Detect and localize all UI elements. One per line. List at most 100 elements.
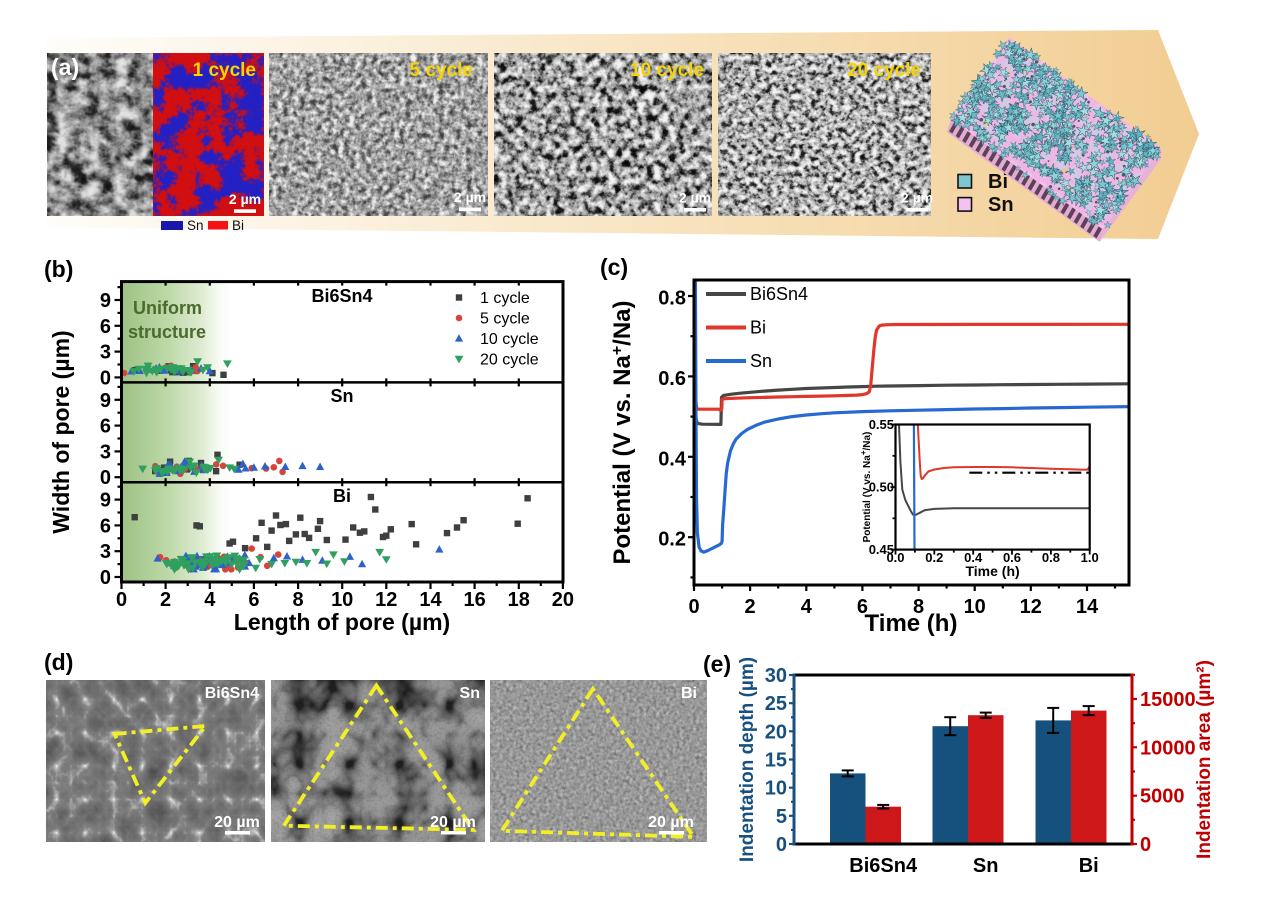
svg-text:10 cycle: 10 cycle	[630, 60, 704, 81]
svg-text:Bi6Sn4: Bi6Sn4	[849, 855, 918, 877]
svg-text:12: 12	[375, 589, 397, 611]
svg-text:2: 2	[160, 589, 171, 611]
svg-text:2 µm: 2 µm	[454, 189, 486, 205]
svg-text:0: 0	[688, 596, 699, 618]
svg-text:4: 4	[801, 596, 813, 618]
svg-text:0: 0	[776, 834, 787, 856]
svg-text:20: 20	[552, 589, 574, 611]
svg-text:0: 0	[100, 367, 111, 389]
svg-text:2: 2	[745, 596, 756, 618]
svg-text:0.8: 0.8	[658, 288, 686, 310]
svg-text:18: 18	[508, 589, 530, 611]
svg-text:0.45: 0.45	[869, 542, 894, 557]
svg-text:2 µm: 2 µm	[229, 191, 261, 207]
svg-text:25: 25	[765, 693, 787, 715]
svg-text:Length of pore (µm): Length of pore (µm)	[234, 609, 450, 635]
svg-text:1 cycle: 1 cycle	[480, 290, 530, 307]
svg-text:14: 14	[419, 589, 442, 611]
svg-text:Sn: Sn	[330, 386, 353, 406]
svg-text:(c): (c)	[600, 254, 628, 280]
svg-text:Bi: Bi	[988, 171, 1008, 193]
svg-text:Sn: Sn	[460, 685, 480, 702]
svg-text:0.55: 0.55	[869, 417, 894, 432]
svg-text:8: 8	[293, 589, 304, 611]
svg-text:0.2: 0.2	[658, 529, 686, 551]
svg-text:15000: 15000	[1140, 689, 1196, 711]
svg-text:6: 6	[100, 316, 111, 338]
svg-text:(d): (d)	[44, 649, 73, 675]
svg-text:6: 6	[100, 515, 111, 537]
svg-text:20: 20	[765, 721, 787, 743]
svg-text:2 µm: 2 µm	[679, 190, 711, 206]
svg-text:0.4: 0.4	[658, 448, 687, 470]
svg-text:Time (h): Time (h)	[865, 610, 958, 637]
svg-text:15: 15	[765, 750, 787, 772]
svg-text:Bi6Sn4: Bi6Sn4	[205, 685, 259, 702]
svg-text:0: 0	[116, 589, 127, 611]
svg-text:5000: 5000	[1140, 786, 1185, 808]
svg-text:Bi: Bi	[232, 218, 244, 233]
svg-text:Potential (V vs. Na+/Na): Potential (V vs. Na+/Na)	[859, 432, 873, 543]
svg-text:20 µm: 20 µm	[214, 814, 260, 831]
svg-text:9: 9	[100, 290, 111, 312]
svg-text:Bi6Sn4: Bi6Sn4	[750, 284, 808, 304]
svg-text:Bi: Bi	[1079, 855, 1099, 877]
svg-text:20 µm: 20 µm	[648, 814, 694, 831]
svg-text:0: 0	[100, 467, 111, 489]
svg-text:Width of pore (µm): Width of pore (µm)	[48, 330, 74, 533]
svg-text:9: 9	[100, 390, 111, 412]
svg-text:5 cycle: 5 cycle	[480, 311, 530, 328]
svg-text:Bi: Bi	[333, 486, 351, 506]
svg-text:20 µm: 20 µm	[430, 814, 476, 831]
svg-text:6: 6	[857, 596, 868, 618]
svg-text:0: 0	[1140, 834, 1151, 856]
svg-text:8: 8	[913, 596, 924, 618]
svg-text:Bi6Sn4: Bi6Sn4	[311, 286, 372, 306]
svg-text:Sn: Sn	[988, 194, 1014, 216]
svg-text:16: 16	[463, 589, 485, 611]
svg-text:Indentation depth (µm): Indentation depth (µm)	[737, 657, 758, 862]
svg-text:1.0: 1.0	[1081, 550, 1099, 565]
svg-text:Sn: Sn	[750, 351, 772, 371]
svg-text:10 cycle: 10 cycle	[480, 331, 539, 348]
svg-text:10: 10	[765, 778, 787, 800]
svg-text:14: 14	[1076, 596, 1099, 618]
svg-text:Uniform: Uniform	[133, 298, 202, 318]
svg-text:0: 0	[100, 567, 111, 589]
svg-text:3: 3	[100, 441, 111, 463]
svg-text:0.8: 0.8	[1042, 550, 1060, 565]
svg-text:Bi: Bi	[750, 318, 766, 338]
svg-text:6: 6	[248, 589, 259, 611]
svg-text:10: 10	[964, 596, 986, 618]
svg-text:(a): (a)	[51, 54, 79, 80]
svg-text:6: 6	[100, 416, 111, 438]
svg-text:20 cycle: 20 cycle	[480, 352, 539, 369]
svg-text:0.4: 0.4	[964, 550, 983, 565]
svg-text:Indentation area (µm²): Indentation area (µm²)	[1194, 660, 1215, 859]
svg-text:10: 10	[331, 589, 353, 611]
svg-text:5: 5	[776, 806, 787, 828]
svg-text:3: 3	[100, 541, 111, 563]
svg-text:12: 12	[1020, 596, 1042, 618]
svg-text:0.6: 0.6	[658, 368, 686, 390]
svg-text:0.0: 0.0	[886, 550, 904, 565]
svg-text:(e): (e)	[703, 651, 731, 677]
svg-text:Time (h): Time (h)	[965, 563, 1019, 579]
svg-text:0.50: 0.50	[869, 480, 894, 495]
svg-text:Potential (V vs. Na+/Na): Potential (V vs. Na+/Na)	[609, 300, 636, 564]
svg-text:Sn: Sn	[973, 855, 999, 877]
svg-text:structure: structure	[128, 322, 206, 342]
svg-text:2 µm: 2 µm	[901, 190, 933, 206]
svg-text:5 cycle: 5 cycle	[410, 60, 473, 81]
svg-text:10000: 10000	[1140, 737, 1196, 759]
svg-text:0.2: 0.2	[925, 550, 943, 565]
svg-text:0.6: 0.6	[1003, 550, 1021, 565]
svg-text:Bi: Bi	[681, 685, 697, 702]
svg-text:1 cycle: 1 cycle	[193, 60, 256, 81]
svg-text:Sn: Sn	[187, 218, 204, 233]
svg-text:(b): (b)	[44, 256, 73, 282]
svg-text:4: 4	[204, 589, 216, 611]
svg-text:9: 9	[100, 490, 111, 512]
svg-text:3: 3	[100, 342, 111, 364]
svg-text:30: 30	[765, 665, 787, 687]
